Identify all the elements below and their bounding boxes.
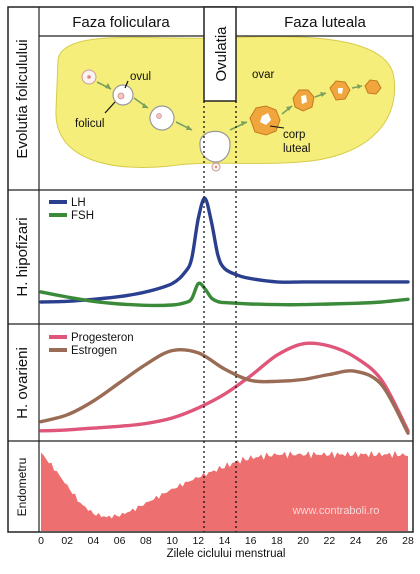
growth-arrowhead-2 [142, 103, 148, 108]
ovum-pointer [124, 80, 129, 89]
x-tick-label: 10 [166, 535, 178, 547]
growing-follicle [112, 84, 134, 106]
primordial-follicle [81, 69, 97, 85]
growth-arrowhead-4 [241, 121, 247, 126]
row-label-endometrium: Endometru [15, 458, 29, 517]
ovulation-box [203, 6, 237, 102]
legend-label-fsh: FSH [71, 210, 94, 222]
x-tick-label: 02 [61, 535, 73, 547]
legend-label-estrogen: Estrogen [71, 345, 117, 357]
row-label-ovarian: H. ovarieni [14, 347, 31, 419]
corpus-pointer [269, 125, 285, 129]
endometrium-chart [41, 450, 408, 531]
x-tick-label: 28 [402, 535, 414, 547]
growth-arrowhead-3 [186, 125, 192, 130]
x-tick-label: 08 [140, 535, 152, 547]
luteal-phase-title: Faza luteala [284, 14, 366, 31]
x-tick-label: 06 [114, 535, 126, 547]
pituitary-legend: LH FSH [49, 197, 94, 222]
ovary-label: ovar [252, 69, 275, 81]
x-tick-label: 22 [324, 535, 336, 547]
follicle-label: folicul [75, 118, 104, 130]
x-tick-label: 18 [271, 535, 283, 547]
x-tick-label: 14 [219, 535, 231, 547]
x-tick-label: 12 [192, 535, 204, 547]
x-tick-label: 04 [88, 535, 100, 547]
antral-follicle [149, 105, 175, 131]
x-tick-label: 0 [38, 535, 44, 547]
legend-label-lh: LH [71, 197, 86, 209]
row-label-pituitary: H. hipofizari [14, 217, 31, 296]
follicle-panel: ovul folicul ovar corp luteal [55, 36, 396, 172]
ovum-label: ovul [130, 71, 151, 83]
x-axis-ticks: 0 02 04 06 08 10 12 14 16 18 20 22 24 26 28 [38, 535, 414, 547]
row-label-follicle: Evolutia foliculului [14, 39, 31, 158]
endometrium-area [41, 450, 408, 531]
corpus-label-line1: corp [283, 129, 305, 141]
growth-arrowhead-5 [286, 106, 292, 111]
growth-arrowhead-1 [105, 83, 111, 89]
pituitary-hormones-chart [39, 196, 410, 308]
x-tick-label: 16 [245, 535, 257, 547]
ovarian-hormones-chart [39, 341, 410, 435]
growth-arrowhead-6 [320, 92, 326, 97]
series-line-progesteron [39, 341, 410, 433]
series-line-fsh [39, 281, 410, 308]
corpus-albicans [364, 79, 382, 95]
follicle-pointer [104, 101, 116, 114]
growth-arrowhead-7 [357, 84, 362, 89]
ovary-shape [55, 36, 396, 168]
series-line-lh [39, 196, 410, 304]
ovarian-legend: Progesteron Estrogen [49, 332, 134, 357]
corpus-luteum-medium [292, 89, 315, 112]
x-axis-title: Zilele ciclului menstrual [167, 548, 286, 560]
rupturing-follicle [199, 130, 231, 172]
x-tick-label: 26 [376, 535, 388, 547]
legend-label-progesterone: Progesteron [71, 332, 134, 344]
corpus-label-line2: luteal [283, 143, 311, 155]
watermark: www.contraboli.ro [292, 505, 380, 517]
follicular-phase-title: Faza foliculara [72, 14, 170, 31]
x-tick-label: 24 [350, 535, 362, 547]
corpus-luteum-small [329, 80, 351, 101]
ovulation-title: Ovulatia [213, 26, 230, 82]
x-tick-label: 20 [297, 535, 309, 547]
series-line-estrogen [39, 348, 410, 435]
corpus-luteum-large [249, 105, 281, 136]
